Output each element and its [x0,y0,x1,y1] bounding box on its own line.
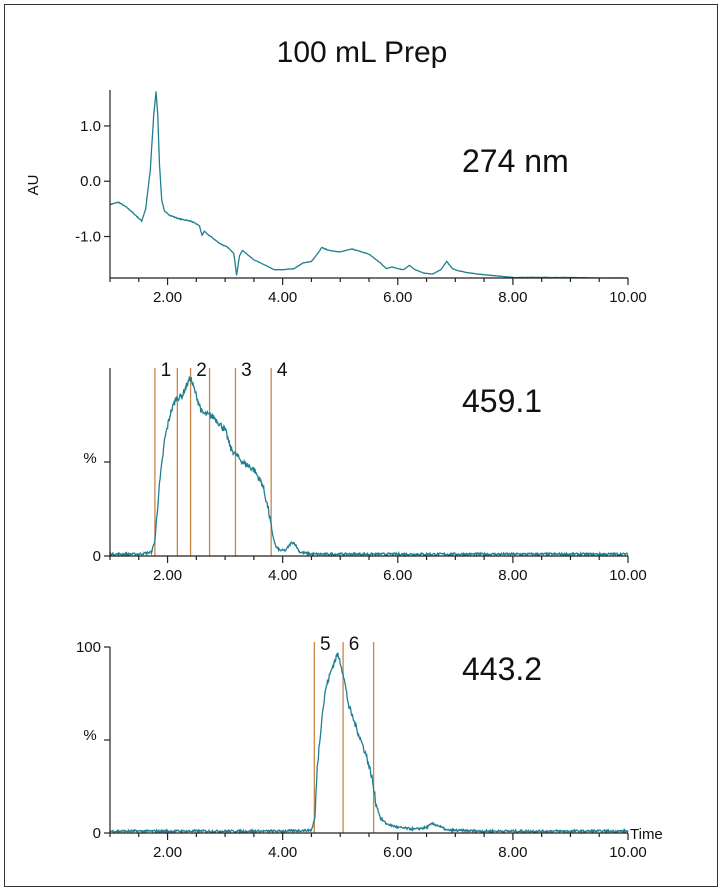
x-tick-label: 6.00 [383,844,412,861]
y-tick-label: 1.0 [80,118,101,135]
y-tick-label: 0 [93,548,101,565]
data-trace [109,652,629,835]
x-tick-label: 6.00 [383,289,412,306]
x-tick-label: 2.00 [153,289,182,306]
panels: 2.00 4.00 6.00 8.00 10.00 1.0 0.0 -1.0 AU 274 nm 1… [25,90,663,861]
x-tick-label: 8.00 [498,567,527,584]
fraction-label: 2 [196,360,207,381]
panel-label: 443.2 [462,651,542,687]
y-tick-label: 0.0 [80,173,101,190]
fraction-label: 5 [320,634,331,655]
x-tick-label: 2.00 [153,844,182,861]
fraction-label: 3 [241,360,252,381]
fraction-label: 4 [277,360,288,381]
x-tick-label: 6.00 [383,567,412,584]
panel-label: 274 nm [462,143,569,179]
fraction-label: 1 [161,360,172,381]
x-tick-label: 10.00 [609,844,647,861]
fraction-label: 6 [349,634,360,655]
y-tick-label: -1.0 [75,229,101,246]
chart-panel-3: 5 6 2.00 4.00 6.00 8.00 10.00 100 0% Time 443.2 [76,634,663,861]
x-tick-label: 8.00 [498,844,527,861]
x-tick-label: 4.00 [268,289,297,306]
y-axis-label: AU [25,175,42,196]
x-tick-label: 4.00 [268,567,297,584]
x-axis-label: Time [630,826,663,843]
x-tick-label: 10.00 [609,289,647,306]
y-axis-label: % [83,727,96,744]
data-trace [109,91,629,279]
y-axis-label: % [83,450,96,467]
x-tick-label: 8.00 [498,289,527,306]
figure-title: 100 mL Prep [277,36,448,69]
y-tick-label: 0 [93,825,101,842]
x-tick-label: 10.00 [609,567,647,584]
data-trace [109,376,629,558]
chart-panel-1: 2.00 4.00 6.00 8.00 10.00 1.0 0.0 -1.0 AU 274 nm [25,90,647,306]
y-tick-label: 100 [76,639,101,656]
figure-frame [4,4,718,887]
x-tick-label: 4.00 [268,844,297,861]
panel-label: 459.1 [462,383,542,419]
x-tick-label: 2.00 [153,567,182,584]
chart-panel-2: 1 2 3 4 2.00 4.00 6.00 8.00 10.00 0% 459.1 [83,360,646,584]
